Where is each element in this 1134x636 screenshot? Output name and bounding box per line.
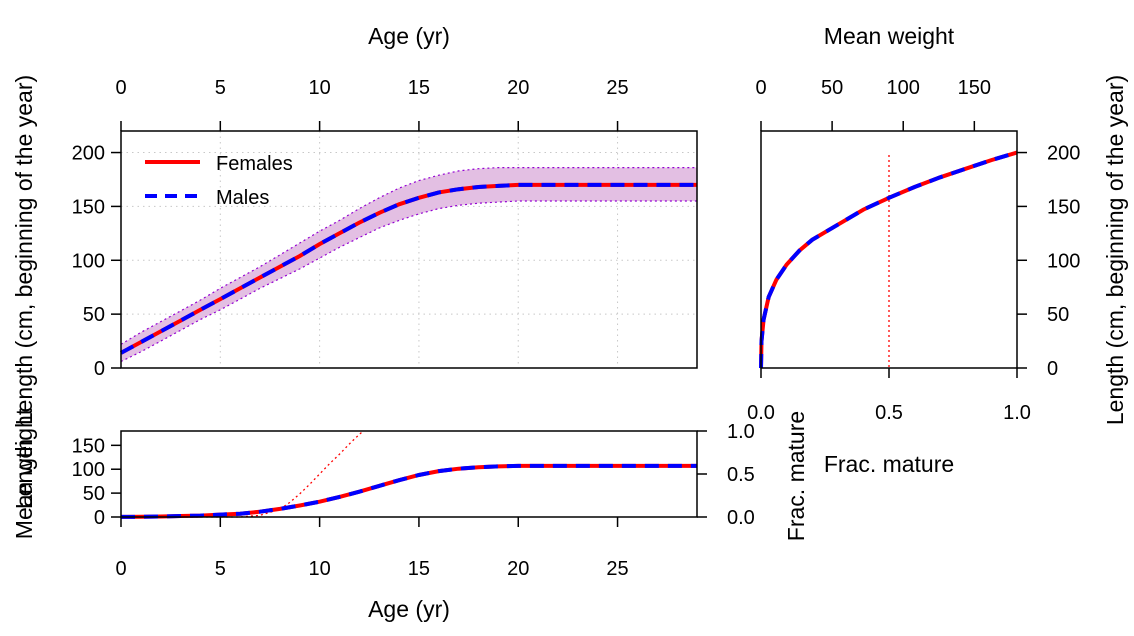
length-left-axis-title-overlap: Length — [11, 439, 37, 509]
x-tick-label: 20 — [507, 558, 529, 580]
x-tick-label: 5 — [215, 558, 226, 580]
x-tick-label: 25 — [606, 558, 628, 580]
y-tick-label: 50 — [83, 483, 105, 505]
length-at-age-plot-frame — [120, 130, 698, 369]
length-band-lower-line — [120, 200, 697, 363]
length-at-age-top-axis: 0 5 10 15 20 25 — [115, 77, 629, 131]
x-tick-label: 50 — [821, 77, 843, 99]
legend: Females Males — [145, 153, 293, 209]
males-length-line — [120, 182, 697, 355]
y-tick-label: 0 — [1047, 358, 1058, 380]
length-right-axis: 0 50 100 150 200 — [1017, 143, 1080, 380]
x-tick-label: 0 — [115, 77, 126, 99]
legend-males-label: Males — [216, 187, 269, 209]
length-band — [121, 167, 697, 362]
frac-mature-right-axis-title: Frac. mature — [783, 411, 809, 541]
weight-at-age-plot-frame — [120, 430, 698, 518]
y-tick-label: 150 — [72, 435, 105, 457]
x-tick-label: 10 — [308, 558, 330, 580]
length-right-axis-title: Length (cm, beginning of the year) — [1102, 75, 1128, 425]
y-tick-label: 50 — [1047, 304, 1069, 326]
y-tick-label: 0 — [94, 358, 105, 380]
mean-weight-top-axis: 0 50 100 150 — [755, 77, 991, 131]
frac-mature-bottom-axis: 0.0 0.5 1.0 — [747, 368, 1031, 424]
x-tick-label: 0.0 — [747, 402, 775, 424]
x-tick-label: 25 — [606, 77, 628, 99]
y-tick-label: 50 — [83, 304, 105, 326]
length-vs-maturity-panel: 0 50 100 150 0.0 0.5 1.0 0 50 100 150 200 Mean we… — [747, 23, 1128, 477]
mean-weight-left-axis-title: Mean weight — [11, 408, 37, 539]
y-tick-label: 100 — [72, 250, 105, 272]
x-tick-label: 1.0 — [1003, 402, 1031, 424]
legend-females-label: Females — [216, 153, 293, 175]
x-tick-label: 15 — [408, 558, 430, 580]
frac-mature-right-axis: 0.0 0.5 1.0 — [697, 421, 755, 529]
females-weight-line — [120, 463, 697, 519]
weight-at-age-bottom-axis-title: Age (yr) — [368, 596, 450, 622]
y-tick-label: 150 — [72, 196, 105, 218]
y-tick-label: 1.0 — [727, 421, 755, 443]
y-tick-label: 200 — [72, 143, 105, 165]
length-at-age-left-axis: 0 50 100 150 200 — [72, 143, 121, 380]
x-tick-label: 0 — [115, 558, 126, 580]
x-tick-label: 5 — [215, 77, 226, 99]
length-band-upper-line — [120, 167, 697, 345]
males-weight-line — [120, 463, 697, 519]
x-tick-label: 0.5 — [875, 402, 903, 424]
y-tick-label: 0.0 — [727, 507, 755, 529]
frac-mature-at-age-line — [121, 430, 364, 518]
length-at-age-left-axis-title: Length (cm, beginning of the year) — [11, 75, 37, 425]
y-tick-label: 0.5 — [727, 464, 755, 486]
frac-mature-axis-title: Frac. mature — [824, 451, 954, 477]
mean-weight-axis-title: Mean weight — [824, 23, 955, 49]
x-tick-label: 10 — [308, 77, 330, 99]
length-at-age-top-axis-title: Age (yr) — [368, 23, 450, 49]
y-tick-label: 100 — [72, 459, 105, 481]
weight-at-age-bottom-axis: 0 5 10 15 20 25 — [115, 517, 629, 580]
y-tick-label: 200 — [1047, 143, 1080, 165]
x-tick-label: 100 — [887, 77, 920, 99]
x-tick-label: 15 — [408, 77, 430, 99]
length-at-age-grid — [120, 131, 697, 369]
x-tick-label: 20 — [507, 77, 529, 99]
males-length-vs-maturity-line — [759, 150, 1018, 369]
x-tick-label: 150 — [958, 77, 991, 99]
x-tick-label: 0 — [755, 77, 766, 99]
length-at-age-panel: 0 5 10 15 20 25 0 50 100 150 200 Age (yr) Length … — [11, 23, 698, 425]
y-tick-label: 0 — [94, 507, 105, 529]
y-tick-label: 100 — [1047, 250, 1080, 272]
y-tick-label: 150 — [1047, 196, 1080, 218]
